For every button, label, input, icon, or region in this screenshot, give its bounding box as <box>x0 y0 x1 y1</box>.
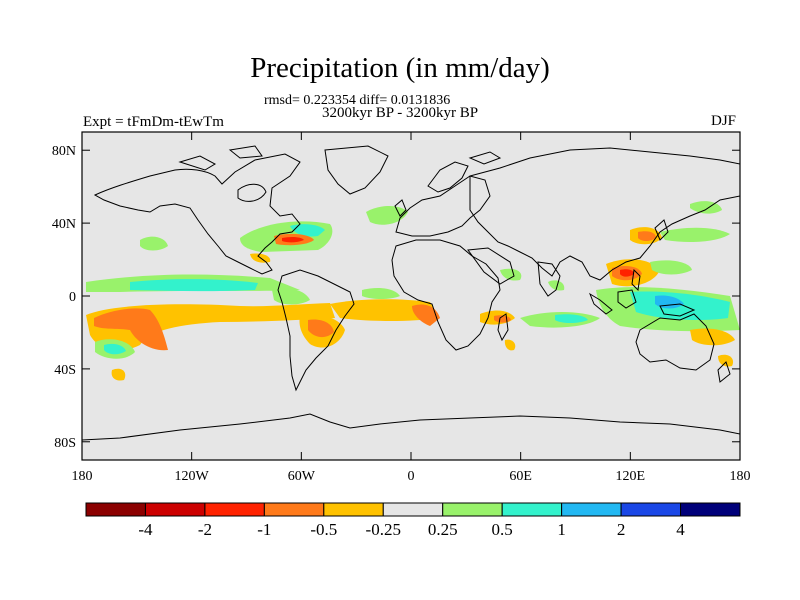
coast-borneo <box>617 289 637 309</box>
lat-label: 80S <box>54 436 76 451</box>
colorbar: -4 -2 -1 -0.5 -0.25 0.25 0.5 1 2 4 <box>85 502 741 539</box>
anomaly-dry-brazil-core <box>308 319 334 338</box>
coast-british-isles <box>394 199 407 217</box>
anomaly-dry-japan-core <box>638 231 656 241</box>
coast-new-guinea <box>659 303 696 317</box>
anomaly-wet-north-west-pacific <box>660 227 730 242</box>
anomaly-wet-indian-ocean-core <box>555 314 588 323</box>
anomaly-wet-arabian-sea <box>500 268 522 281</box>
period-subtitle: 3200kyr BP - 3200kyr BP <box>322 105 479 121</box>
coast-sumatra <box>588 292 613 315</box>
anomaly-wet-pacific-core <box>130 279 258 292</box>
lat-label: 40S <box>54 363 76 378</box>
colorbar-label: 1 <box>557 520 566 539</box>
lon-label: 120E <box>616 469 646 484</box>
anomaly-wet-bay-of-bengal <box>548 280 565 291</box>
lon-label: 120W <box>175 469 210 484</box>
season-label: DJF <box>711 113 737 129</box>
colorbar-swatch <box>263 502 325 517</box>
longitude-axis: 180 120W 60W 0 60E 120E 180 <box>72 132 751 484</box>
lon-label: 60W <box>288 469 316 484</box>
colorbar-label: -4 <box>138 520 153 539</box>
anomaly-dry-atlantic-core <box>412 304 440 326</box>
colorbar-swatch <box>442 502 503 517</box>
coast-africa <box>391 239 501 351</box>
colorbar-swatch <box>382 502 444 517</box>
anomaly-dry-atlantic-itcz <box>330 299 440 321</box>
latitude-axis: 80N 40N 0 40S 80S <box>52 144 740 451</box>
anomaly-dry-south-pacific-core <box>94 308 168 351</box>
coast-europe <box>395 175 491 237</box>
coast-south-america <box>277 269 355 392</box>
coast-north-america <box>93 153 301 275</box>
lon-label: 180 <box>72 469 93 484</box>
colorbar-label: 2 <box>617 520 626 539</box>
anomaly-dry-coral-sea <box>718 354 734 367</box>
coast-japan <box>654 219 669 241</box>
stats-subtitle: rmsd= 0.223354 diff= 0.0131836 <box>264 93 451 108</box>
lat-label: 0 <box>69 290 76 305</box>
anomaly-wet-north-pacific <box>140 236 168 251</box>
colorbar-swatch <box>561 502 622 517</box>
colorbar-swatch <box>680 502 741 517</box>
lon-label: 0 <box>408 469 415 484</box>
colorbar-label: -1 <box>257 520 271 539</box>
colorbar-swatch <box>620 502 682 517</box>
colorbar-label: -2 <box>198 520 212 539</box>
coast-philippines <box>631 268 641 292</box>
experiment-label: Expt = tFmDm-tEwTm <box>83 114 224 130</box>
anomaly-dry-gulf-stream-core <box>282 236 304 243</box>
anomaly-wet-south-atlantic <box>362 288 400 299</box>
coast-antarctica <box>82 413 740 441</box>
colorbar-label: -0.5 <box>310 520 337 539</box>
anomaly-dry-philippines-peak <box>620 269 634 277</box>
colorbar-swatch <box>323 502 384 517</box>
anomaly-wet-maritime-peak <box>655 295 684 309</box>
anomaly-wet-west-pacific <box>650 260 692 275</box>
lat-label: 80N <box>52 144 76 159</box>
colorbar-label: 4 <box>676 520 685 539</box>
colorbar-swatch <box>144 502 206 517</box>
coast-arctic-islands <box>178 145 502 171</box>
coast-new-zealand <box>717 361 731 383</box>
coast-asia <box>469 147 740 281</box>
colorbar-label: -0.25 <box>366 520 401 539</box>
colorbar-swatch <box>85 502 146 517</box>
coast-greenland <box>324 145 389 195</box>
lon-label: 60E <box>509 469 532 484</box>
anomaly-dry-madagascar <box>504 339 516 351</box>
lat-label: 40N <box>52 217 76 232</box>
anomaly-dry-south-pacific-patch <box>111 368 126 381</box>
colorbar-label: 0.5 <box>492 520 513 539</box>
coast-madagascar <box>497 313 509 342</box>
colorbar-swatch <box>501 502 563 517</box>
coast-australia <box>635 313 715 371</box>
colorbar-label: 0.25 <box>428 520 458 539</box>
anomaly-wet-southeast-pacific-core <box>104 343 126 355</box>
lon-label: 180 <box>730 469 751 484</box>
colorbar-swatch <box>204 502 265 517</box>
coast-arabia <box>467 247 515 285</box>
coast-scandinavia <box>427 161 469 193</box>
anomaly-wet-gulf-stream-core <box>290 224 325 237</box>
coastlines <box>82 145 740 441</box>
anomaly-fields <box>86 201 740 381</box>
plot-title: Precipitation (in mm/day) <box>250 52 550 84</box>
anomaly-dry-south-pacific-west <box>690 328 735 346</box>
coast-hudson-bay <box>237 183 267 202</box>
coast-india <box>537 261 561 297</box>
